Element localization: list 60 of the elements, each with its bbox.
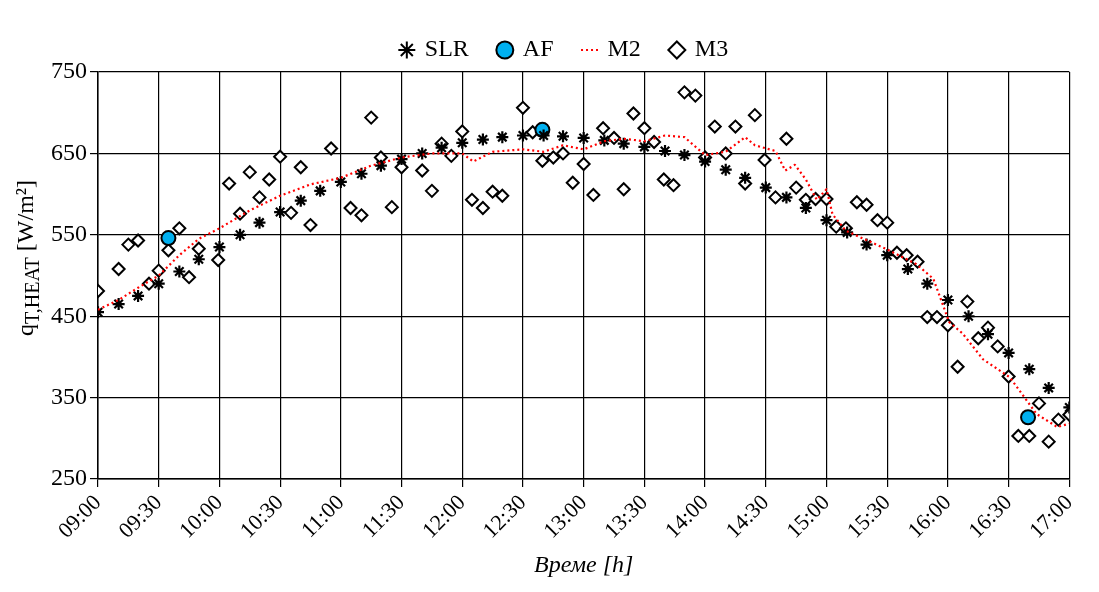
point (495, 130, 510, 145)
point (616, 136, 631, 151)
point (455, 135, 470, 150)
y-tick-label: 250 (51, 464, 87, 491)
point (900, 261, 915, 277)
point (779, 190, 794, 205)
point (515, 128, 531, 143)
point (798, 200, 813, 216)
point (961, 309, 976, 324)
y-tick-label: 550 (51, 220, 87, 247)
point (657, 143, 673, 159)
point (475, 132, 490, 147)
point (354, 166, 369, 181)
point (536, 128, 551, 143)
legend-label: M2 (607, 35, 641, 62)
point (1020, 409, 1037, 426)
point (333, 174, 348, 190)
point (191, 252, 206, 267)
point (232, 227, 248, 242)
point (738, 170, 753, 185)
point (859, 237, 874, 252)
x-axis-title: Време [h] (533, 550, 634, 577)
point (151, 276, 166, 291)
point (1001, 345, 1016, 360)
point (130, 288, 146, 303)
point (920, 276, 935, 291)
point (718, 162, 733, 177)
point (940, 292, 956, 308)
point (313, 183, 328, 198)
point (819, 213, 834, 228)
point (172, 264, 187, 279)
point (252, 215, 267, 230)
point (1022, 362, 1037, 377)
point (415, 146, 430, 161)
point (840, 225, 855, 240)
point (980, 327, 996, 342)
point (597, 133, 612, 148)
point (677, 147, 692, 163)
point (637, 139, 652, 155)
point (1041, 380, 1056, 396)
point (111, 296, 126, 312)
y-tick-label: 750 (51, 57, 87, 84)
point (212, 239, 227, 255)
point (880, 248, 895, 263)
point (293, 193, 308, 208)
point (373, 158, 388, 173)
legend-label: SLR (424, 35, 469, 62)
y-tick-label: 350 (51, 382, 87, 409)
point (697, 154, 713, 169)
point (555, 129, 571, 144)
y-tick-label: 650 (51, 138, 87, 165)
point (576, 130, 591, 146)
legend-label: AF (522, 35, 554, 62)
point (434, 140, 449, 155)
point (394, 152, 409, 167)
y-tick-label: 450 (51, 301, 87, 328)
point (758, 180, 773, 195)
point (273, 204, 288, 220)
legend-label: M3 (694, 35, 729, 62)
point (160, 230, 177, 247)
